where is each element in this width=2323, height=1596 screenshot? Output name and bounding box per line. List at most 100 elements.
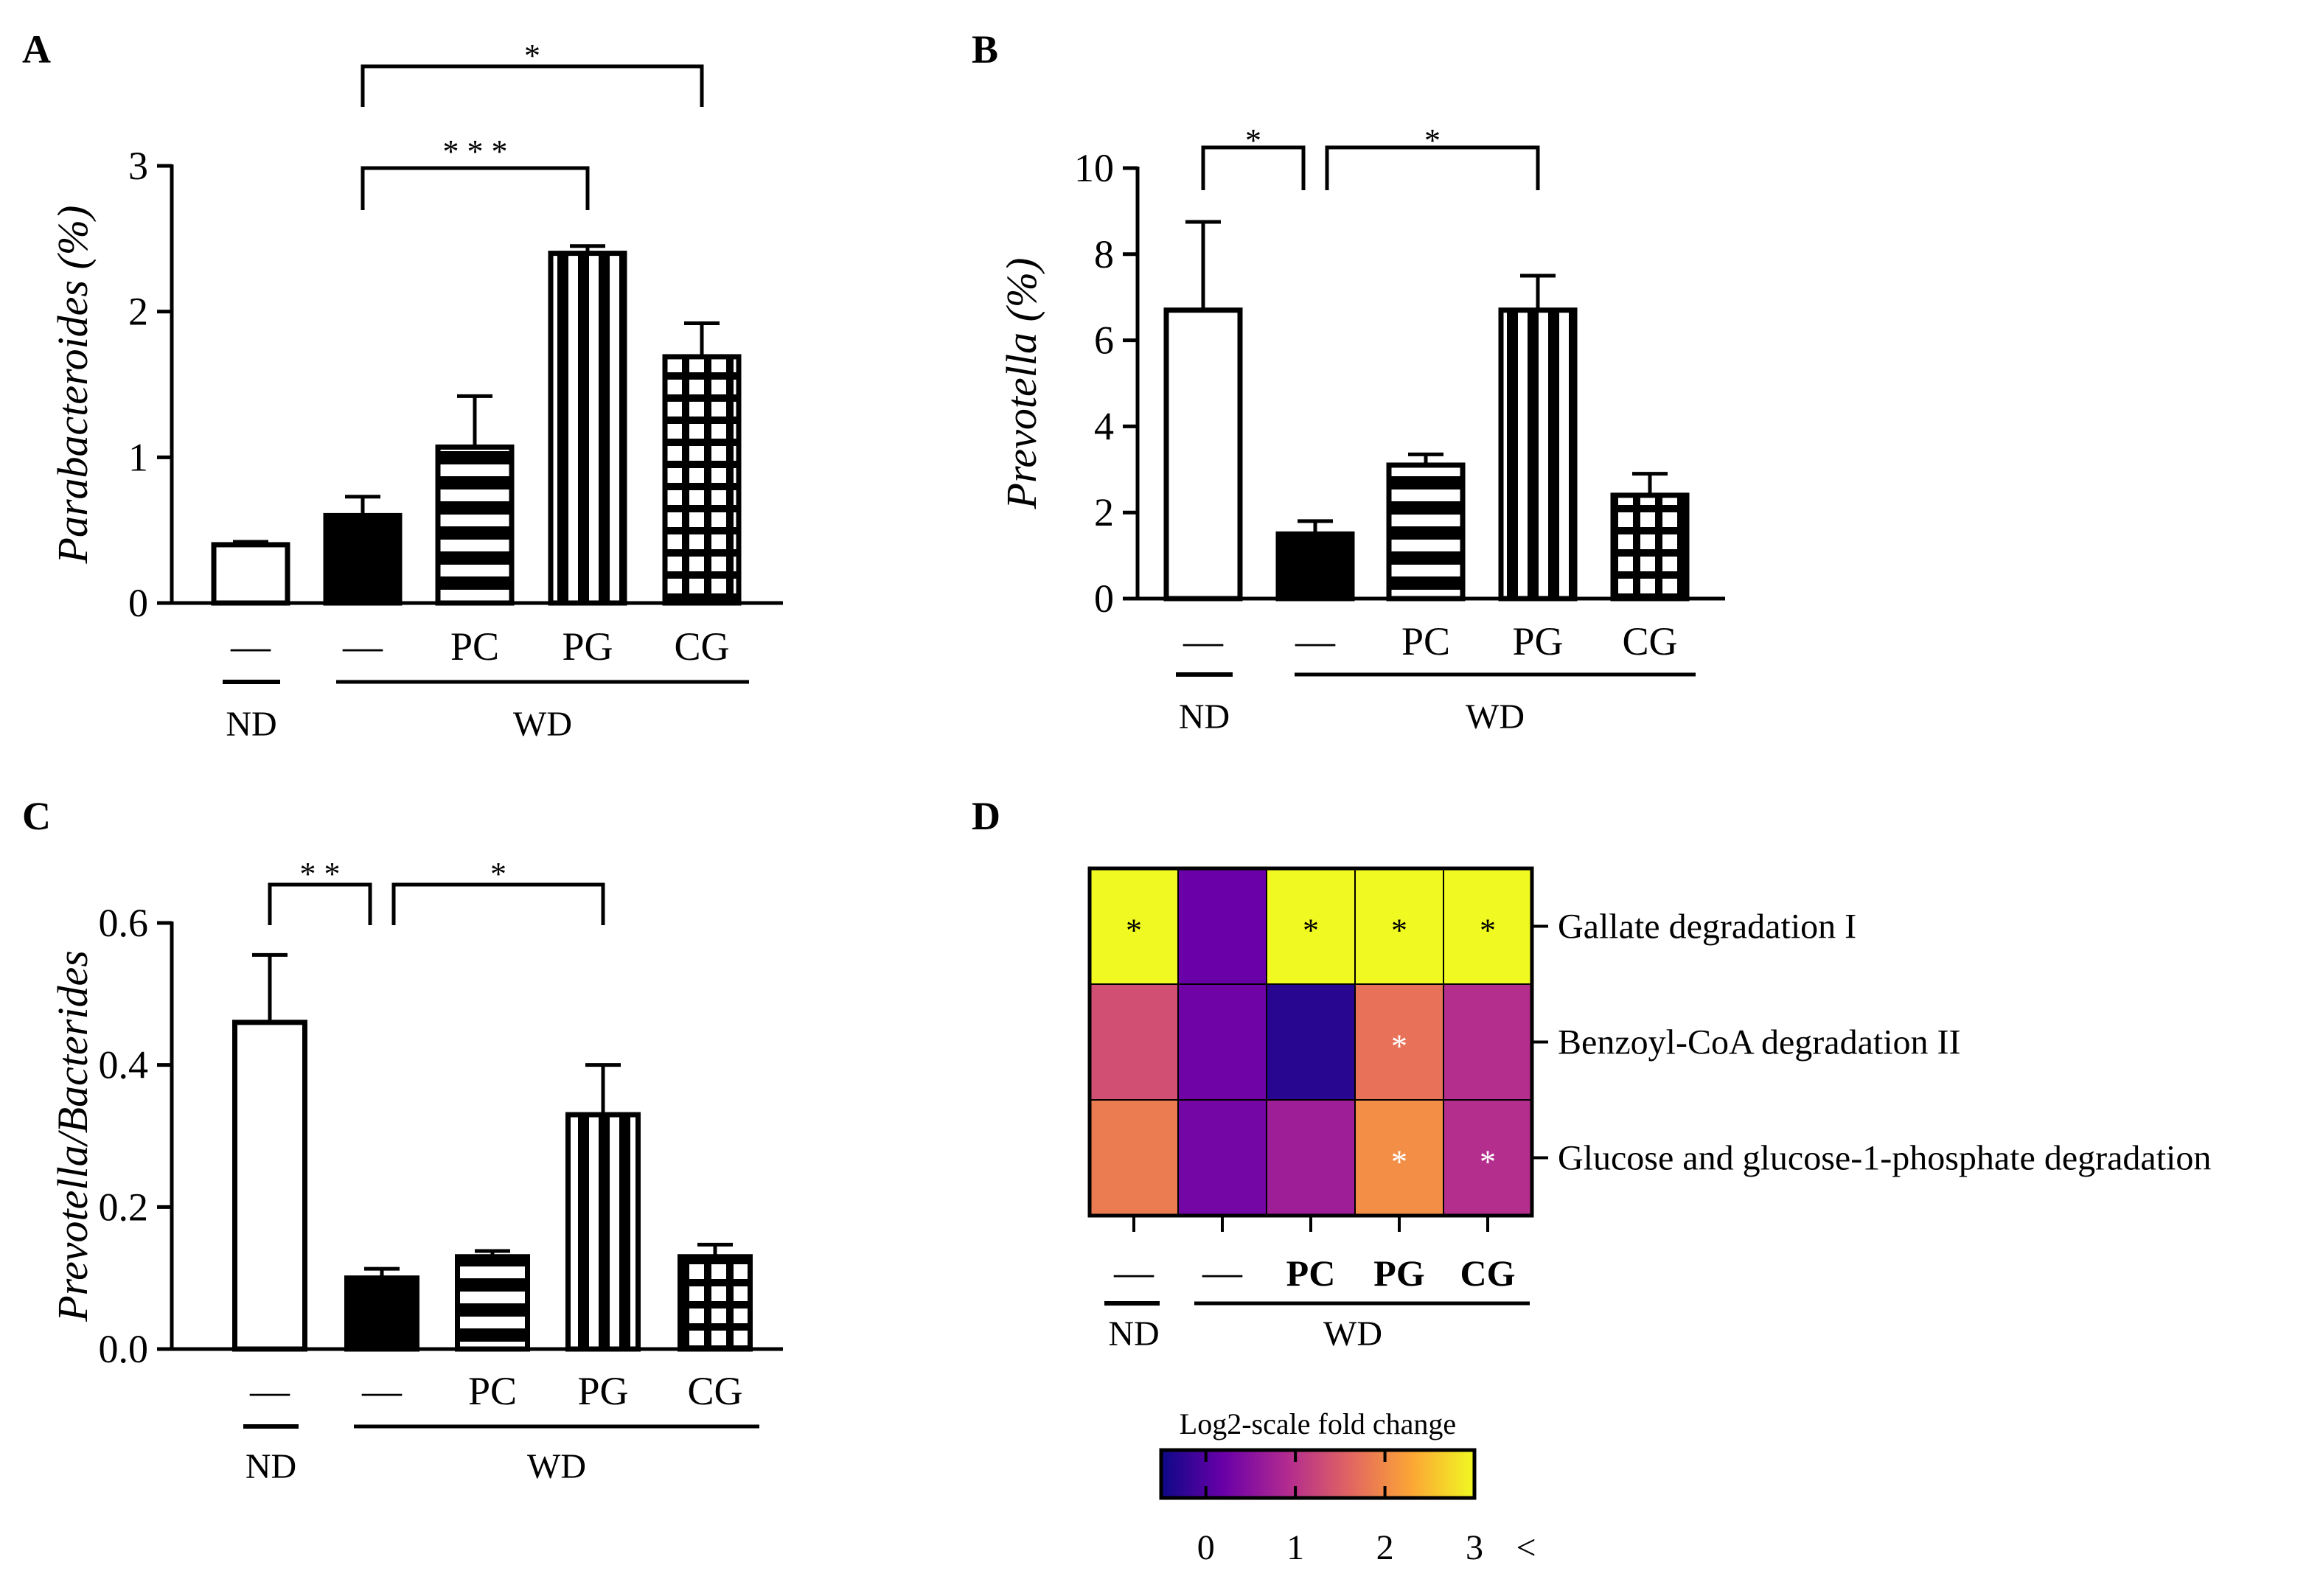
- heatmap-cell: [1089, 1099, 1179, 1216]
- row-label: Benzoyl-CoA degradation II: [1558, 1023, 1961, 1062]
- category-label: PG: [1512, 619, 1563, 663]
- y-tick-label: 0: [128, 581, 148, 625]
- colorbar-tick-label: 3: [1466, 1528, 1483, 1567]
- category-label: —: [1183, 619, 1224, 663]
- row-label: Glucose and glucose-1-phosphate degradat…: [1558, 1139, 2211, 1178]
- heatmap-cell: [1177, 868, 1267, 985]
- significance-label: *: [524, 38, 540, 74]
- bar-4: [662, 354, 742, 606]
- bar-4: [1610, 492, 1690, 602]
- y-tick-label: 1: [128, 435, 148, 479]
- heatmap-cell: [1443, 983, 1533, 1101]
- significance-bracket: [361, 64, 704, 107]
- y-tick-label: 0.0: [99, 1327, 149, 1371]
- column-label: PC: [1286, 1252, 1336, 1294]
- y-axis-label: Prevotella (%): [997, 258, 1045, 510]
- heatmap-cell: [1266, 983, 1356, 1101]
- heatmap-cell: [1443, 868, 1533, 985]
- group-label-nd: ND: [1108, 1314, 1159, 1353]
- panel-b: B 0 2 4 6 8 10 Prevotella (%) — — PC PG CG ND WD * *: [972, 27, 1725, 736]
- column-label: CG: [1460, 1252, 1516, 1294]
- category-label: —: [361, 1369, 403, 1413]
- bar-4: [678, 1254, 753, 1352]
- category-label: CG: [1622, 619, 1677, 663]
- heatmap-cell: [1266, 868, 1356, 985]
- significance-star: *: [1391, 1144, 1407, 1180]
- group-label-wd: WD: [1323, 1314, 1382, 1353]
- bar-2: [435, 444, 515, 606]
- significance-bracket: [391, 882, 605, 925]
- category-label: —: [249, 1369, 290, 1413]
- bar-3: [548, 251, 627, 606]
- y-tick-label: 0: [1094, 576, 1114, 621]
- significance-star: *: [1391, 1028, 1407, 1064]
- significance-star: *: [1480, 913, 1496, 949]
- significance-star: *: [1480, 1144, 1496, 1180]
- colorbar-overflow-label: <: [1516, 1528, 1536, 1567]
- category-label: PG: [562, 624, 613, 669]
- y-axis-label: Parabacteroides (%): [49, 206, 97, 565]
- panel-d: D * * * * Gallate degradation I * Benzoyl-CoA d…: [972, 794, 2211, 1567]
- y-tick-label: 0.4: [99, 1043, 149, 1087]
- bar-2: [455, 1254, 530, 1352]
- significance-bracket: [1201, 145, 1306, 190]
- bar-2: [1386, 462, 1466, 602]
- category-label: PC: [1401, 619, 1450, 663]
- heatmap-cell: [1354, 868, 1444, 985]
- panel-letter-b: B: [972, 27, 998, 72]
- significance-label: *: [1245, 122, 1261, 158]
- y-tick-label: 0.6: [99, 901, 149, 945]
- y-tick-label: 2: [128, 290, 148, 334]
- group-label-nd: ND: [226, 705, 276, 744]
- category-label: PG: [577, 1369, 628, 1413]
- group-label-nd: ND: [1179, 697, 1230, 736]
- y-tick-label: 2: [1094, 490, 1114, 534]
- significance-label: *: [1424, 122, 1441, 158]
- panel-letter-d: D: [972, 794, 1000, 838]
- bar-0: [211, 542, 290, 606]
- significance-bracket: [361, 166, 590, 210]
- significance-bracket: [268, 882, 372, 925]
- heatmap-cell: [1443, 1099, 1533, 1216]
- category-label: PC: [468, 1369, 517, 1413]
- category-label: PC: [450, 624, 499, 669]
- group-label-wd: WD: [1466, 697, 1525, 736]
- bar-3: [1498, 307, 1578, 602]
- column-label: —: [1113, 1250, 1154, 1294]
- row-label: Gallate degradation I: [1558, 907, 1856, 947]
- group-label-wd: WD: [513, 705, 572, 744]
- y-tick-label: 4: [1094, 404, 1114, 448]
- y-axis-label: Prevotella/Bacterides: [49, 950, 97, 1323]
- bar-0: [1163, 307, 1243, 602]
- significance-star: *: [1126, 913, 1142, 949]
- y-tick-label: 6: [1094, 318, 1114, 363]
- y-tick-label: 0.2: [99, 1185, 149, 1229]
- significance-star: *: [1391, 913, 1407, 949]
- heatmap-cell: [1354, 1099, 1444, 1216]
- group-label-nd: ND: [245, 1447, 296, 1486]
- colorbar-tick-label: 2: [1376, 1528, 1394, 1567]
- bar-1: [1275, 531, 1355, 602]
- category-label: —: [230, 624, 271, 669]
- panel-a: A 0 1 2 3 Parabacteroides (%) — — PC PG CG ND WD * * …: [22, 27, 783, 744]
- heatmap-cell: [1177, 983, 1267, 1101]
- bar-3: [565, 1112, 641, 1352]
- colorbar: [1159, 1448, 1477, 1500]
- colorbar-tick-label: 1: [1286, 1528, 1304, 1567]
- significance-star: *: [1303, 913, 1319, 949]
- y-tick-label: 10: [1074, 146, 1114, 190]
- significance-label: * *: [300, 856, 341, 892]
- significance-label: * * *: [443, 133, 508, 170]
- group-label-wd: WD: [527, 1447, 586, 1486]
- heatmap-cell: [1089, 983, 1179, 1101]
- colorbar-title: Log2-scale fold change: [1180, 1407, 1456, 1440]
- bar-1: [323, 512, 403, 606]
- y-tick-label: 3: [128, 144, 148, 188]
- category-label: CG: [674, 624, 729, 669]
- category-label: —: [342, 624, 383, 669]
- y-tick-label: 8: [1094, 232, 1114, 276]
- panel-letter-a: A: [22, 27, 51, 72]
- colorbar-tick-label: 0: [1197, 1528, 1215, 1567]
- bar-0: [232, 1020, 307, 1352]
